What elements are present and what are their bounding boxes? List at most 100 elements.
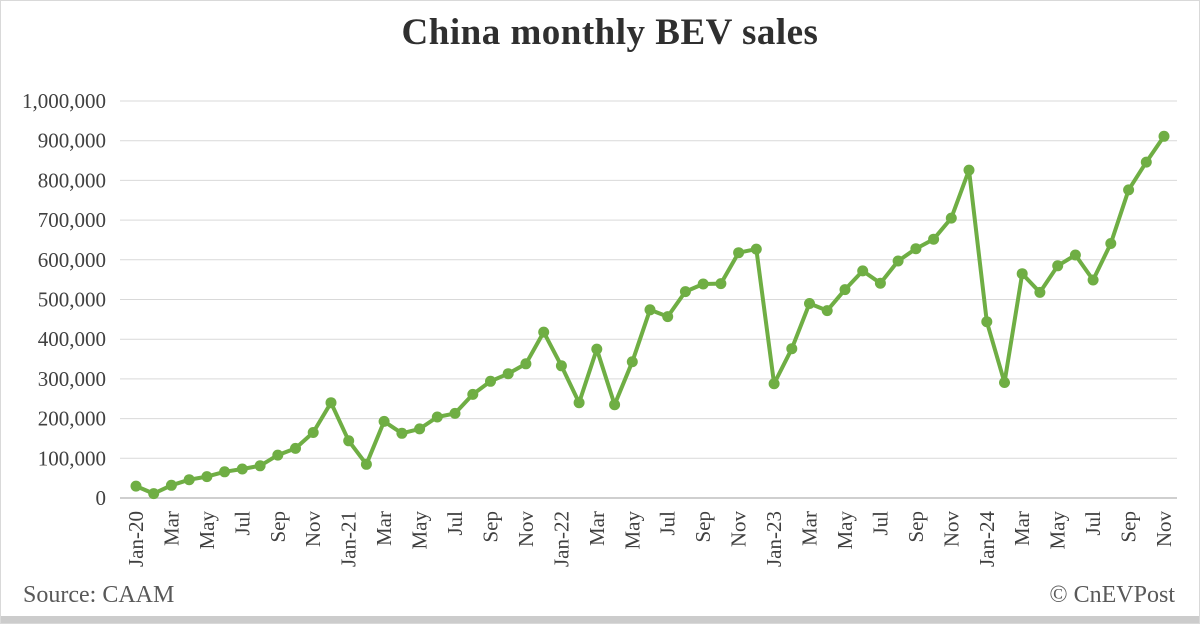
data-point-marker (999, 377, 1010, 388)
chart-title: China monthly BEV sales (401, 12, 819, 53)
data-point-marker (697, 278, 709, 290)
copyright-label: © CnEVPost (1049, 582, 1175, 608)
data-point-marker (201, 471, 213, 483)
data-point-marker (733, 247, 745, 259)
data-point-marker (945, 212, 957, 224)
data-point-marker (165, 479, 177, 491)
data-point-marker (1105, 238, 1117, 249)
x-axis-tick-label: Jul (1081, 511, 1105, 536)
data-point-marker (768, 378, 780, 390)
x-axis-tick-label: May (195, 511, 219, 550)
data-point-marker (290, 442, 301, 454)
data-point-marker (148, 488, 160, 500)
data-point-marker (715, 278, 727, 290)
data-point-marker (786, 343, 798, 355)
x-axis-tick-label: Jan-23 (762, 511, 786, 567)
data-point-marker (1158, 130, 1170, 142)
x-axis-tick-label: Mar (1010, 511, 1034, 546)
x-axis-tick-label: Jan-24 (975, 511, 999, 567)
data-point-marker (538, 326, 550, 338)
data-point-marker (414, 423, 426, 435)
data-point-marker (662, 311, 674, 323)
data-point-marker (254, 460, 266, 472)
x-axis-tick-label: Jan-22 (549, 511, 573, 567)
bev-sales-line-chart: 1,000,000 900,000 800,000 700,000 600,000 500… (22, 89, 1177, 567)
x-axis-tick-label: Sep (478, 511, 502, 543)
data-point-marker (892, 255, 904, 267)
y-axis-tick-label: 800,000 (38, 168, 106, 192)
data-point-marker (396, 427, 408, 439)
data-point-marker (1140, 156, 1152, 168)
data-point-marker (573, 397, 585, 409)
data-point-marker (839, 284, 851, 296)
x-axis-tick-label: Sep (266, 511, 290, 543)
y-axis-tick-label: 100,000 (38, 446, 106, 470)
x-axis-tick-label: Nov (301, 511, 325, 548)
data-point-marker (1123, 184, 1135, 196)
data-point-marker (325, 397, 337, 409)
data-point-marker (679, 286, 691, 298)
x-axis-tick-label: May (1046, 511, 1070, 550)
x-axis-tick-label: Nov (727, 511, 751, 548)
y-axis-tick-label: 900,000 (38, 129, 106, 153)
x-axis-tick-label: Mar (585, 511, 609, 546)
data-point-marker (609, 399, 621, 411)
data-point-marker (591, 343, 603, 355)
data-point-marker (963, 164, 975, 176)
x-axis-tick-label: Jul (868, 511, 892, 536)
data-point-marker (449, 407, 461, 419)
data-point-marker (981, 316, 993, 328)
data-point-marker (343, 435, 355, 447)
data-point-marker (750, 243, 762, 255)
x-axis-tick-label: Nov (939, 511, 963, 548)
data-point-marker (467, 388, 479, 400)
data-point-marker (626, 356, 638, 368)
x-axis-tick-label: Jan-20 (124, 511, 148, 567)
data-point-marker (520, 358, 532, 370)
data-point-marker (1069, 249, 1081, 261)
data-point-marker (431, 411, 443, 423)
x-axis-tick-label: Mar (798, 511, 822, 546)
y-axis-tick-label: 400,000 (38, 327, 106, 351)
x-axis-tick-label: Mar (159, 511, 183, 546)
y-axis-tick-label: 1,000,000 (22, 89, 106, 113)
data-point-marker (502, 368, 514, 380)
data-point-marker (857, 265, 869, 277)
data-point-marker (485, 375, 496, 387)
data-point-marker (236, 463, 248, 475)
x-axis-tick-label: Nov (1152, 511, 1176, 548)
x-axis-tick-label: Sep (691, 511, 715, 543)
data-point-marker (360, 458, 372, 470)
x-axis-tick-label: Jul (230, 511, 254, 536)
x-axis-tick-label: Sep (1117, 511, 1141, 543)
x-axis-tick-label: Nov (514, 511, 538, 548)
data-point-marker (1052, 260, 1064, 272)
y-axis-tick-label: 600,000 (38, 248, 106, 272)
x-axis-tick-label: Jul (443, 511, 467, 536)
bottom-divider-bar (1, 616, 1199, 623)
x-axis-tick-label: May (408, 511, 432, 550)
data-point-marker (272, 449, 284, 461)
data-point-marker (555, 360, 567, 372)
data-point-marker (1087, 274, 1099, 286)
x-axis-tick-label: Jan-21 (337, 511, 361, 567)
y-axis-tick-label: 700,000 (38, 208, 106, 232)
x-axis-tick-label: Mar (372, 511, 396, 546)
data-point-marker (130, 480, 142, 492)
y-axis-tick-label: 500,000 (38, 288, 106, 312)
y-axis-tick-label: 0 (96, 486, 107, 510)
data-point-marker (644, 304, 656, 316)
data-point-marker (219, 466, 231, 478)
data-point-marker (874, 277, 886, 289)
data-point-marker (378, 415, 390, 427)
data-point-marker (307, 427, 319, 438)
source-label: Source: CAAM (23, 582, 175, 608)
y-axis-tick-label: 300,000 (38, 367, 106, 391)
data-point-marker (928, 233, 940, 245)
data-point-marker (1034, 286, 1046, 298)
x-axis-tick-label: May (620, 511, 644, 550)
data-point-marker (821, 305, 833, 317)
data-point-marker (910, 243, 922, 255)
data-point-marker (183, 474, 195, 486)
